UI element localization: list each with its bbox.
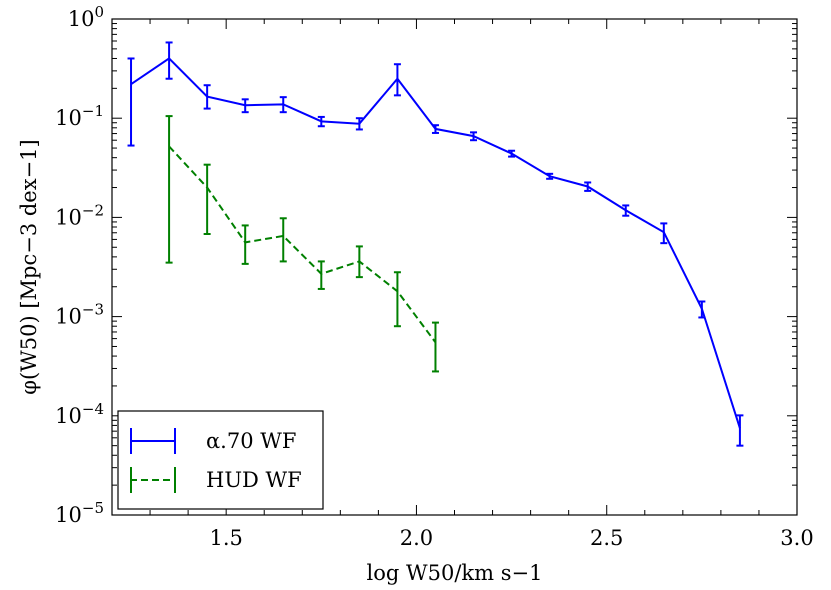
x-tick-label: 3.0 — [780, 526, 813, 550]
x-tick-label: 2.0 — [400, 526, 433, 550]
x-tick-label: 2.5 — [590, 526, 623, 550]
series-1 — [127, 41, 744, 447]
legend-box — [117, 410, 324, 510]
axis-ticks: 1.5 2.0 2.5 3.0 100 10−1 10−2 10−3 10−4 10−5 — [55, 3, 814, 550]
data-series — [127, 41, 744, 447]
y-tick-label: 10−5 — [55, 499, 104, 527]
legend-swatch-1 — [130, 428, 176, 454]
series-line — [130, 57, 741, 429]
x-tick-label: 1.5 — [209, 526, 242, 550]
y-tick-label: 10−4 — [55, 400, 104, 428]
legend-label: α.70 WF — [206, 429, 296, 453]
y-tick-label: 100 — [68, 3, 104, 31]
x-axis-label: log W50/km s−1 — [367, 561, 543, 585]
legend-swatch-2 — [130, 467, 176, 493]
y-axis-label: φ(W50) [Mpc−3 dex−1] — [17, 139, 41, 394]
y-tick-label: 10−1 — [55, 102, 104, 130]
series-line — [168, 145, 437, 343]
plot-frame — [111, 18, 798, 516]
legend: α.70 WF HUD WF — [117, 410, 324, 510]
series-2 — [165, 115, 439, 373]
legend-label: HUD WF — [206, 468, 302, 492]
y-tick-label: 10−3 — [55, 301, 104, 329]
y-tick-label: 10−2 — [55, 201, 104, 229]
